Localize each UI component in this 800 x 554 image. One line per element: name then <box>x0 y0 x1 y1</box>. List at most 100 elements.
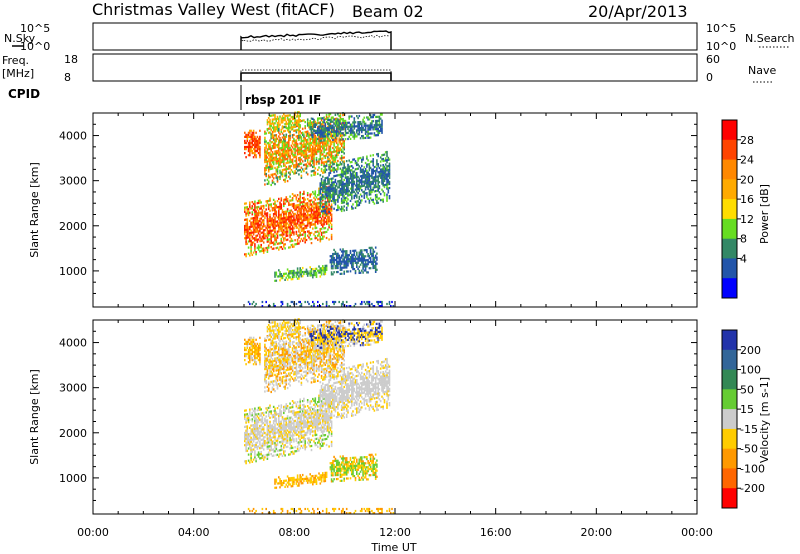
echo-cell <box>320 269 323 272</box>
echo-cell <box>300 138 303 141</box>
echo-cell <box>300 223 303 226</box>
echo-cell <box>373 202 376 205</box>
echo-cell <box>366 177 368 180</box>
echo-cell <box>349 133 352 136</box>
echo-cell <box>271 136 274 140</box>
echo-cell <box>308 199 310 202</box>
echo-cell <box>284 178 286 181</box>
echo-cell <box>356 180 358 183</box>
echo-cell <box>324 191 327 194</box>
echo-cell <box>276 115 279 118</box>
echo-cell <box>372 200 374 203</box>
echo-cell <box>369 193 372 196</box>
echo-cell <box>329 197 332 200</box>
echo-cell <box>244 135 246 138</box>
echo-cell <box>325 127 328 130</box>
echo-cell <box>333 271 335 274</box>
echo-cell <box>319 147 322 150</box>
echo-cell <box>348 260 350 263</box>
echo-cell <box>310 428 313 431</box>
echo-cell <box>314 210 317 213</box>
echo-cell <box>309 439 311 442</box>
echo-cell <box>301 410 304 413</box>
echo-cell <box>320 179 323 183</box>
echo-cell <box>358 125 361 128</box>
echo-cell <box>312 416 314 419</box>
echo-cell <box>289 426 291 430</box>
echo-cell <box>281 235 284 238</box>
echo-cell <box>318 158 320 161</box>
echo-cell <box>250 207 252 210</box>
echo-cell <box>250 246 252 249</box>
echo-cell <box>333 199 335 202</box>
echo-cell <box>324 185 327 188</box>
echo-cell <box>306 405 309 408</box>
echo-cell <box>261 446 264 449</box>
echo-cell <box>283 168 285 171</box>
echo-cell <box>275 156 278 159</box>
echo-cell <box>333 189 335 192</box>
echo-cell <box>371 190 373 194</box>
echo-cell <box>286 238 289 241</box>
echo-cell <box>333 134 335 137</box>
echo-cell <box>275 271 278 274</box>
echo-cell <box>312 157 314 160</box>
echo-cell <box>254 415 256 418</box>
echo-cell <box>372 164 374 167</box>
echo-cell <box>274 429 276 433</box>
echo-cell <box>343 172 345 175</box>
echo-cell <box>271 130 274 133</box>
echo-cell <box>291 193 294 196</box>
echo-cell <box>269 118 271 121</box>
echo-cell <box>283 239 285 242</box>
echo-cell <box>310 135 313 138</box>
echo-cell <box>305 270 308 273</box>
echo-cell <box>269 406 271 409</box>
echo-cell <box>281 428 284 431</box>
echo-cell <box>339 130 342 133</box>
echo-cell <box>335 252 338 255</box>
echo-cell <box>354 135 357 138</box>
echo-cell <box>353 190 356 193</box>
echo-cell <box>281 125 284 128</box>
echo-cell <box>304 233 306 236</box>
echo-cell <box>337 147 339 150</box>
echo-cell <box>246 415 249 418</box>
echo-cell <box>356 184 358 187</box>
echo-cell <box>329 141 332 144</box>
echo-cell <box>251 420 254 423</box>
echo-cell <box>330 157 333 160</box>
echo-cell <box>337 127 339 130</box>
echo-cell <box>301 400 304 403</box>
echo-cell <box>254 152 256 155</box>
echo-cell <box>285 421 288 424</box>
echo-cell <box>247 246 250 249</box>
echo-cell <box>257 152 260 155</box>
echo-cell <box>376 123 378 127</box>
echo-cell <box>319 236 322 239</box>
echo-cell <box>356 131 358 134</box>
echo-cell <box>327 122 329 126</box>
echo-cell <box>275 232 278 235</box>
echo-cell <box>349 161 352 164</box>
echo-cell <box>315 136 318 139</box>
echo-cell <box>330 257 333 260</box>
echo-cell <box>247 133 250 136</box>
echo-cell <box>314 273 317 277</box>
echo-cell <box>369 189 372 192</box>
echo-cell <box>343 270 345 273</box>
echo-cell <box>245 409 247 412</box>
echo-cell <box>327 116 329 120</box>
echo-cell <box>250 424 252 427</box>
echo-cell <box>312 213 314 216</box>
echo-cell <box>304 409 306 412</box>
echo-cell <box>299 201 301 204</box>
echo-cell <box>376 268 378 271</box>
echo-cell <box>304 137 306 140</box>
echo-cell <box>250 428 252 431</box>
echo-cell <box>354 125 357 128</box>
echo-cell <box>314 120 317 123</box>
echo-cell <box>295 411 298 414</box>
echo-cell <box>291 438 294 441</box>
echo-cell <box>352 253 354 256</box>
